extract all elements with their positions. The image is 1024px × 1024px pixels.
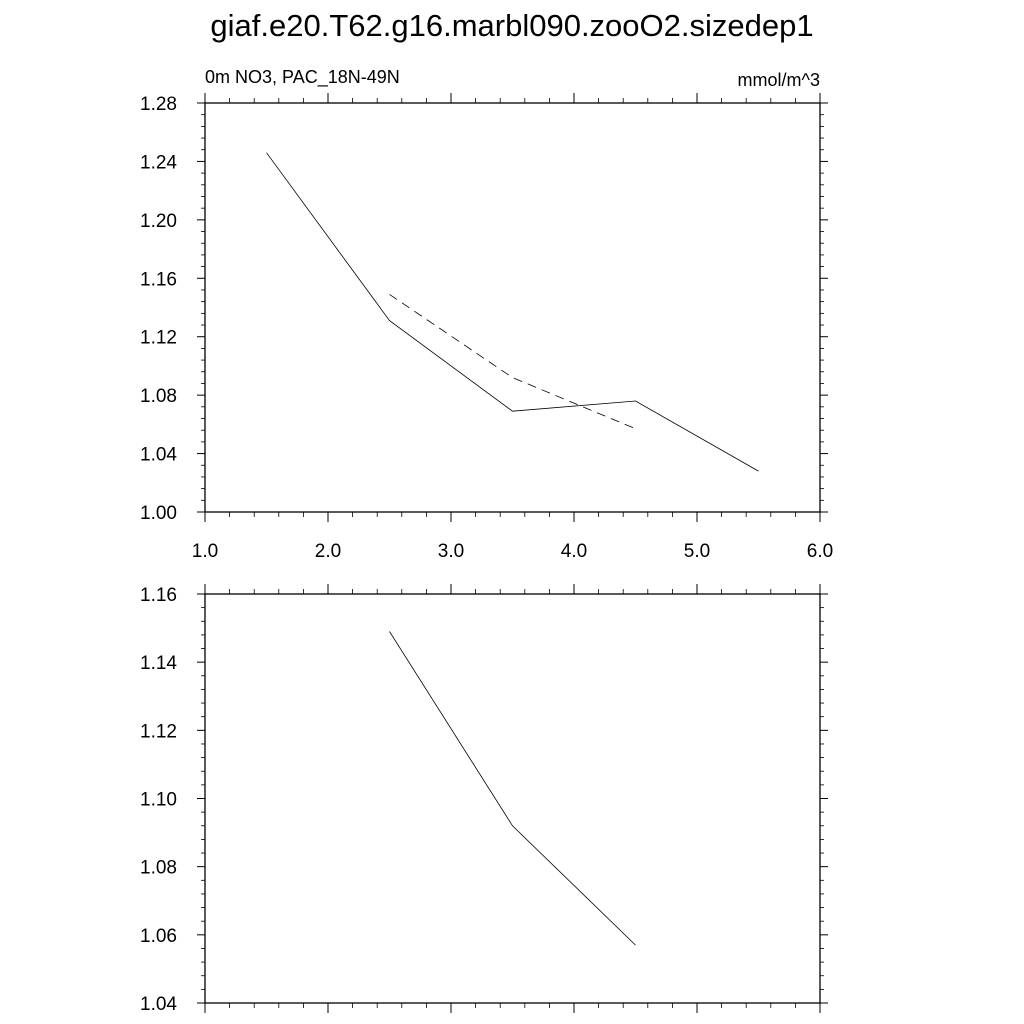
y-tick-label: 1.08 xyxy=(140,386,177,407)
y-tick-label: 1.04 xyxy=(140,994,177,1015)
series-line-solid xyxy=(266,152,759,472)
y-tick-label: 1.16 xyxy=(140,269,177,290)
x-tick-label: 5.0 xyxy=(684,541,710,562)
series-line-solid xyxy=(389,631,636,946)
y-tick-label: 1.14 xyxy=(140,653,177,674)
y-tick-label: 1.00 xyxy=(140,503,177,524)
bottom-panel: 1.04 1.06 1.08 1.10 1.12 1.14 1.16 xyxy=(140,584,828,1015)
plot-frame xyxy=(204,593,821,1004)
y-tick-label: 1.24 xyxy=(140,152,177,173)
top-panel-right-label: mmol/m^3 xyxy=(738,70,820,90)
y-tick-label: 1.10 xyxy=(140,790,177,811)
x-tick-label: 2.0 xyxy=(315,541,341,562)
plot-frame xyxy=(204,102,821,513)
y-tick-label: 1.28 xyxy=(140,94,177,115)
y-tick-label: 1.16 xyxy=(140,585,177,606)
top-panel: 0m NO3, PAC_18N-49N mmol/m^3 1.00 1.04 1.0… xyxy=(140,67,833,562)
top-panel-left-label: 0m NO3, PAC_18N-49N xyxy=(205,67,400,88)
y-tick-label: 1.06 xyxy=(140,926,177,947)
chart-title: giaf.e20.T62.g16.marbl090.zooO2.sizedep1 xyxy=(210,8,814,43)
x-tick-label: 1.0 xyxy=(192,541,218,562)
series-line-dashed xyxy=(389,294,636,430)
y-tick-label: 1.20 xyxy=(140,211,177,232)
y-tick-label: 1.08 xyxy=(140,858,177,879)
y-tick-label: 1.12 xyxy=(140,721,177,742)
y-tick-label: 1.12 xyxy=(140,328,177,349)
y-tick-label: 1.04 xyxy=(140,445,177,466)
x-tick-label: 6.0 xyxy=(807,541,833,562)
x-tick-label: 4.0 xyxy=(561,541,587,562)
x-tick-label: 3.0 xyxy=(438,541,464,562)
